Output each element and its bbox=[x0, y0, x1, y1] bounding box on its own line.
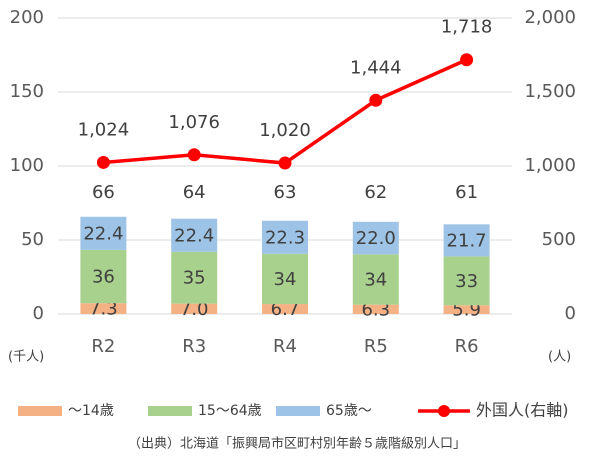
bar-segment bbox=[352, 254, 399, 305]
legend-marker bbox=[438, 405, 450, 417]
x-tick-label: R5 bbox=[364, 336, 388, 357]
source: （出典）北海道「振興局市区町村別年齢５歳階級別人口」 bbox=[128, 436, 466, 452]
bar-label: 34 bbox=[364, 270, 387, 291]
legend-swatch bbox=[148, 406, 192, 416]
line-point bbox=[96, 155, 110, 169]
line-label: 1,076 bbox=[168, 112, 220, 133]
line-label: 1,718 bbox=[441, 17, 493, 38]
y-unit: (千人) bbox=[8, 350, 44, 365]
bar-segment bbox=[80, 249, 127, 304]
bar-segment bbox=[80, 303, 127, 314]
line bbox=[103, 58, 468, 165]
line-label: 1,024 bbox=[78, 119, 130, 140]
bar-label: 34 bbox=[274, 269, 297, 290]
bar-label: 21.7 bbox=[447, 230, 487, 251]
line-point bbox=[369, 93, 383, 107]
bar-segment bbox=[352, 221, 399, 255]
line-point bbox=[460, 53, 474, 67]
bar-label: 6.7 bbox=[271, 299, 300, 320]
bar-segment bbox=[171, 251, 218, 304]
y-tick-label: 150 bbox=[10, 81, 44, 102]
bar-label: 33 bbox=[455, 271, 478, 292]
bar-segment bbox=[262, 220, 308, 254]
bar-segment bbox=[80, 216, 127, 250]
x-tick-label: R6 bbox=[455, 336, 479, 357]
bar-segment bbox=[171, 303, 218, 314]
bar-segment bbox=[352, 304, 399, 314]
bar-segment bbox=[262, 253, 308, 305]
y-tick-label: 200 bbox=[10, 7, 44, 28]
line-point bbox=[278, 156, 292, 170]
y2-tick-label: 0 bbox=[565, 303, 576, 324]
bar-label: 7.0 bbox=[180, 299, 209, 320]
line-point bbox=[187, 148, 201, 162]
legend-label: 65歳～ bbox=[326, 403, 372, 419]
y2-tick-label: 500 bbox=[542, 229, 576, 250]
legend-label: 15～64歳 bbox=[198, 403, 262, 419]
bar-label: 35 bbox=[183, 268, 206, 289]
y-tick-label: 50 bbox=[21, 229, 44, 250]
bar-label: 22.4 bbox=[83, 223, 123, 244]
total-label: 64 bbox=[183, 182, 206, 203]
x-tick-label: R3 bbox=[182, 336, 206, 357]
bar-label: 22.0 bbox=[356, 228, 396, 249]
legend-swatch bbox=[18, 406, 62, 416]
bar-label: 7.3 bbox=[89, 299, 118, 320]
bar-segment bbox=[262, 304, 308, 314]
total-label: 61 bbox=[455, 182, 478, 203]
y2-tick-label: 2,000 bbox=[524, 7, 576, 28]
x-tick-label: R2 bbox=[91, 336, 115, 357]
legend-label: 外国人(右軸) bbox=[476, 401, 569, 420]
line-label: 1,020 bbox=[259, 120, 311, 141]
line-label: 1,444 bbox=[350, 57, 402, 78]
y2-unit: (人) bbox=[548, 350, 571, 365]
y-tick-label: 0 bbox=[33, 303, 44, 324]
bar-segment bbox=[443, 256, 490, 306]
bar-label: 36 bbox=[92, 267, 115, 288]
bar-segment bbox=[171, 218, 218, 252]
legend-label: ～14歳 bbox=[68, 403, 114, 419]
y2-tick-label: 1,000 bbox=[524, 155, 576, 176]
bar-label: 22.3 bbox=[265, 227, 305, 248]
bar-segment bbox=[443, 305, 490, 314]
total-label: 62 bbox=[364, 182, 387, 203]
bar-segment bbox=[443, 224, 490, 257]
y-tick-label: 100 bbox=[10, 155, 44, 176]
legend-swatch bbox=[276, 406, 320, 416]
x-tick-label: R4 bbox=[273, 336, 297, 357]
total-label: 66 bbox=[92, 182, 115, 203]
y2-tick-label: 1,500 bbox=[524, 81, 576, 102]
bar-label: 22.4 bbox=[174, 225, 214, 246]
total-label: 63 bbox=[274, 182, 297, 203]
